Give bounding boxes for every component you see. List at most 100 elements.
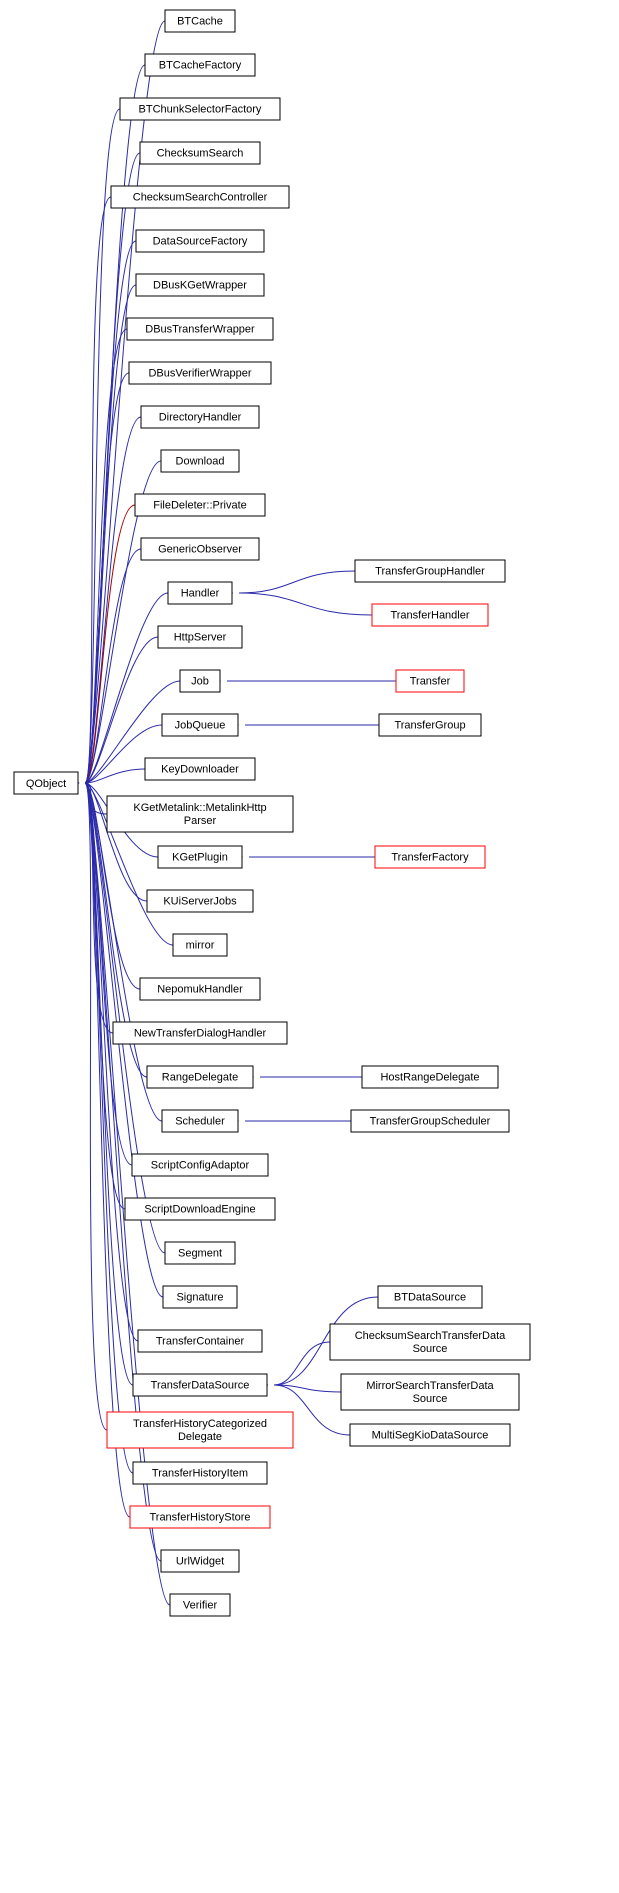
class-node-label: DataSourceFactory (153, 236, 248, 248)
class-node-ChecksumSearchController[interactable]: ChecksumSearchController (111, 186, 289, 208)
class-node-TransferFactory[interactable]: TransferFactory (375, 846, 485, 868)
inheritance-edge (274, 1385, 341, 1392)
class-node-label: NewTransferDialogHandler (134, 1028, 267, 1040)
class-node-FileDeleterPrivate[interactable]: FileDeleter::Private (135, 494, 265, 516)
class-node-TransferHistoryStore[interactable]: TransferHistoryStore (130, 1506, 270, 1528)
class-node-label: BTChunkSelectorFactory (139, 104, 262, 116)
class-node-mirror[interactable]: mirror (173, 934, 227, 956)
class-node-label: UrlWidget (176, 1556, 224, 1568)
class-node-label: Scheduler (175, 1116, 225, 1128)
class-node-label: Signature (176, 1292, 223, 1304)
class-node-NewTransferDialogHandler[interactable]: NewTransferDialogHandler (113, 1022, 287, 1044)
class-node-Segment[interactable]: Segment (165, 1242, 235, 1264)
class-node-label: ChecksumSearch (157, 148, 244, 160)
class-node-RangeDelegate[interactable]: RangeDelegate (147, 1066, 253, 1088)
class-node-KGetMetalink[interactable]: KGetMetalink::MetalinkHttpParser (107, 796, 293, 832)
inheritance-edge (85, 783, 133, 1473)
class-node-BTDataSource[interactable]: BTDataSource (378, 1286, 482, 1308)
class-node-Transfer[interactable]: Transfer (396, 670, 464, 692)
class-node-MirrorSearchTransferDataSource[interactable]: MirrorSearchTransferDataSource (341, 1374, 519, 1410)
class-node-ChecksumSearch[interactable]: ChecksumSearch (140, 142, 260, 164)
class-node-TransferGroupHandler[interactable]: TransferGroupHandler (355, 560, 505, 582)
class-node-ScriptConfigAdaptor[interactable]: ScriptConfigAdaptor (132, 1154, 268, 1176)
class-node-KGetPlugin[interactable]: KGetPlugin (158, 846, 242, 868)
class-node-label: BTCacheFactory (159, 60, 242, 72)
class-node-label: DBusVerifierWrapper (148, 368, 251, 380)
class-node-KeyDownloader[interactable]: KeyDownloader (145, 758, 255, 780)
class-node-label: DirectoryHandler (159, 412, 242, 424)
class-node-HostRangeDelegate[interactable]: HostRangeDelegate (362, 1066, 498, 1088)
inheritance-edge (239, 571, 355, 593)
class-node-TransferDataSource[interactable]: TransferDataSource (133, 1374, 267, 1396)
class-node-label: ChecksumSearchController (133, 192, 268, 204)
class-node-label: TransferContainer (156, 1336, 245, 1348)
class-node-TransferGroupScheduler[interactable]: TransferGroupScheduler (351, 1110, 509, 1132)
class-node-label: DBusTransferWrapper (145, 324, 255, 336)
class-node-label: ScriptDownloadEngine (144, 1204, 255, 1216)
class-node-label: BTDataSource (394, 1292, 466, 1304)
class-node-DBusTransferWrapper[interactable]: DBusTransferWrapper (127, 318, 273, 340)
class-node-UrlWidget[interactable]: UrlWidget (161, 1550, 239, 1572)
class-node-label: TransferHistoryCategorized (133, 1418, 267, 1430)
class-node-Handler[interactable]: Handler (168, 582, 232, 604)
class-node-label: Download (176, 456, 225, 468)
class-node-label: ChecksumSearchTransferData (355, 1330, 506, 1342)
class-node-TransferGroup[interactable]: TransferGroup (379, 714, 481, 736)
class-node-TransferHandler[interactable]: TransferHandler (372, 604, 488, 626)
class-node-label: Verifier (183, 1600, 218, 1612)
class-node-label: Transfer (410, 676, 451, 688)
inheritance-edge (239, 593, 372, 615)
class-node-DataSourceFactory[interactable]: DataSourceFactory (136, 230, 264, 252)
inheritance-edge (85, 783, 130, 1517)
class-node-TransferContainer[interactable]: TransferContainer (138, 1330, 262, 1352)
class-node-label: TransferFactory (391, 852, 469, 864)
class-node-KUiServerJobs[interactable]: KUiServerJobs (147, 890, 253, 912)
class-node-label: KeyDownloader (161, 764, 239, 776)
class-node-TransferHistoryItem[interactable]: TransferHistoryItem (133, 1462, 267, 1484)
class-node-label: Job (191, 676, 209, 688)
class-node-label: TransferGroup (394, 720, 465, 732)
class-node-BTChunkSelectorFactory[interactable]: BTChunkSelectorFactory (120, 98, 280, 120)
class-node-Download[interactable]: Download (161, 450, 239, 472)
class-node-NepomukHandler[interactable]: NepomukHandler (140, 978, 260, 1000)
class-node-DirectoryHandler[interactable]: DirectoryHandler (141, 406, 259, 428)
inheritance-edge (85, 783, 165, 1253)
class-node-Scheduler[interactable]: Scheduler (162, 1110, 238, 1132)
class-node-DBusKGetWrapper[interactable]: DBusKGetWrapper (136, 274, 264, 296)
inheritance-edge (85, 109, 120, 783)
inheritance-diagram: QObject BTCache BTCacheFactory BTChunkSelec… (0, 0, 619, 1893)
class-node-label: KGetMetalink::MetalinkHttp (133, 802, 266, 814)
class-node-BTCache[interactable]: BTCache (165, 10, 235, 32)
class-node-BTCacheFactory[interactable]: BTCacheFactory (145, 54, 255, 76)
class-node-TransferHistoryCategorizedDelegate[interactable]: TransferHistoryCategorizedDelegate (107, 1412, 293, 1448)
class-node-Signature[interactable]: Signature (163, 1286, 237, 1308)
class-node-DBusVerifierWrapper[interactable]: DBusVerifierWrapper (129, 362, 271, 384)
class-node-label: HostRangeDelegate (380, 1072, 479, 1084)
class-node-label: HttpServer (174, 632, 227, 644)
class-node-label: NepomukHandler (157, 984, 243, 996)
class-node-ScriptDownloadEngine[interactable]: ScriptDownloadEngine (125, 1198, 275, 1220)
class-node-QObject[interactable]: QObject (14, 772, 78, 794)
class-node-label: Segment (178, 1248, 222, 1260)
class-node-GenericObserver[interactable]: GenericObserver (141, 538, 259, 560)
class-node-label: TransferHistoryItem (152, 1468, 248, 1480)
class-node-label: MirrorSearchTransferData (366, 1380, 494, 1392)
class-node-label: Source (413, 1393, 448, 1405)
class-node-label: Delegate (178, 1431, 222, 1443)
class-node-label: FileDeleter::Private (153, 500, 247, 512)
class-node-JobQueue[interactable]: JobQueue (162, 714, 238, 736)
inheritance-edge (274, 1342, 330, 1385)
class-node-label: KUiServerJobs (163, 896, 237, 908)
class-node-Job[interactable]: Job (180, 670, 220, 692)
class-node-label: TransferGroupScheduler (370, 1116, 491, 1128)
class-node-label: GenericObserver (158, 544, 242, 556)
class-node-label: BTCache (177, 16, 223, 28)
class-node-Verifier[interactable]: Verifier (170, 1594, 230, 1616)
class-node-label: TransferGroupHandler (375, 566, 485, 578)
class-node-MultiSegKioDataSource[interactable]: MultiSegKioDataSource (350, 1424, 510, 1446)
class-node-HttpServer[interactable]: HttpServer (158, 626, 242, 648)
class-node-label: RangeDelegate (162, 1072, 238, 1084)
class-node-label: Handler (181, 588, 220, 600)
class-node-label: mirror (186, 940, 215, 952)
class-node-ChecksumSearchTransferDataSource[interactable]: ChecksumSearchTransferDataSource (330, 1324, 530, 1360)
